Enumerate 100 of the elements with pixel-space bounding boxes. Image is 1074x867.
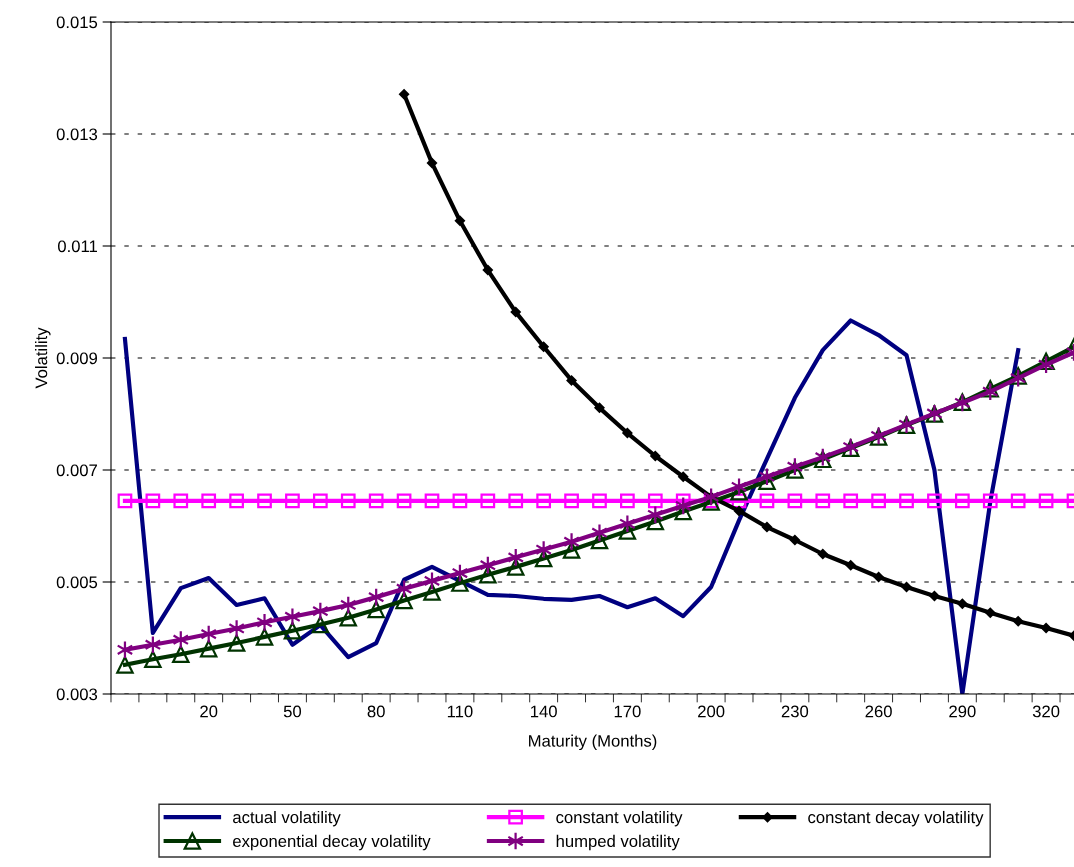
point: [817, 548, 828, 560]
point: [787, 493, 803, 509]
point: [1013, 616, 1024, 627]
point: [731, 493, 747, 509]
y-tick-label: 0.003: [56, 688, 98, 701]
point: [647, 493, 663, 509]
point: [116, 656, 134, 674]
y-axis-title: Volatility: [35, 327, 51, 389]
x-tick-label: 290: [949, 705, 976, 718]
x-tick-label: 80: [367, 705, 385, 718]
point: [423, 583, 441, 601]
point: [424, 493, 440, 509]
x-tick-label: 50: [283, 705, 302, 718]
point: [927, 493, 942, 509]
point: [255, 628, 274, 646]
point: [368, 493, 384, 509]
x-tick-label: 140: [531, 705, 557, 718]
point: [843, 493, 859, 509]
point: [256, 612, 273, 632]
point: [845, 560, 856, 571]
x-axis-title: Maturity (Months): [529, 734, 657, 751]
point: [340, 493, 356, 509]
point: [620, 493, 635, 509]
point: [480, 493, 496, 509]
point: [172, 645, 190, 663]
point: [228, 619, 245, 638]
legend-label: humped volatility: [556, 834, 680, 851]
point: [622, 428, 633, 439]
x-tick-label: 230: [781, 705, 809, 718]
point: [426, 158, 438, 169]
x-tick-label: 170: [614, 705, 641, 718]
point: [257, 493, 272, 509]
x-tick-label: 260: [865, 705, 892, 718]
y-tick-label: 0.009: [56, 352, 98, 365]
point: [929, 590, 940, 602]
point: [981, 380, 1000, 398]
point: [339, 609, 358, 627]
y-tick-label: 0.005: [56, 576, 98, 589]
point: [957, 598, 968, 609]
point: [536, 493, 552, 509]
point: [312, 493, 328, 509]
point: [566, 375, 577, 386]
point: [734, 505, 745, 516]
point: [283, 621, 302, 640]
point: [199, 639, 218, 658]
point: [454, 215, 465, 226]
point: [789, 534, 800, 546]
point: [117, 493, 133, 509]
point: [678, 471, 689, 482]
point: [173, 493, 189, 509]
y-tick-label: 0.013: [56, 128, 98, 141]
point: [144, 650, 162, 669]
point: [1038, 493, 1054, 509]
y-tick-label: 0.007: [56, 464, 97, 477]
point: [982, 493, 998, 509]
legend-label: constant decay volatility: [808, 810, 984, 827]
x-tick-label: 320: [1032, 705, 1060, 718]
point: [367, 600, 385, 619]
y-tick-label: 0.015: [56, 16, 98, 29]
point: [506, 558, 525, 576]
x-tick-label: 110: [447, 705, 473, 718]
point: [285, 493, 300, 509]
point: [452, 493, 468, 509]
point: [284, 607, 301, 627]
point: [786, 461, 804, 479]
point: [227, 634, 246, 652]
point: [451, 574, 469, 592]
point: [591, 523, 608, 543]
point: [1010, 493, 1026, 509]
point: [229, 493, 244, 509]
point: [761, 522, 772, 533]
x-tick-label: 20: [200, 705, 218, 718]
point: [563, 532, 580, 552]
point: [954, 493, 970, 509]
point: [399, 89, 410, 100]
x-tick-label: 200: [698, 705, 725, 718]
point: [564, 493, 579, 509]
point: [508, 493, 524, 509]
legend-label: exponential decay volatility: [233, 834, 431, 851]
y-tick-label: 0.011: [57, 240, 97, 253]
point: [899, 493, 914, 509]
point: [901, 582, 912, 593]
point: [482, 265, 493, 276]
point: [395, 591, 413, 610]
point: [759, 493, 775, 509]
point: [201, 493, 217, 509]
point: [985, 607, 996, 618]
point: [396, 493, 412, 509]
point: [311, 615, 330, 634]
line-series: [122, 318, 1021, 694]
point: [650, 450, 661, 462]
legend-label: constant volatility: [556, 810, 683, 827]
point: [619, 514, 636, 534]
legend-label: actual volatility: [233, 810, 341, 827]
point: [815, 493, 831, 509]
point: [510, 307, 521, 318]
point: [145, 493, 161, 509]
point: [592, 493, 607, 509]
point: [675, 493, 691, 509]
point: [1041, 622, 1052, 633]
